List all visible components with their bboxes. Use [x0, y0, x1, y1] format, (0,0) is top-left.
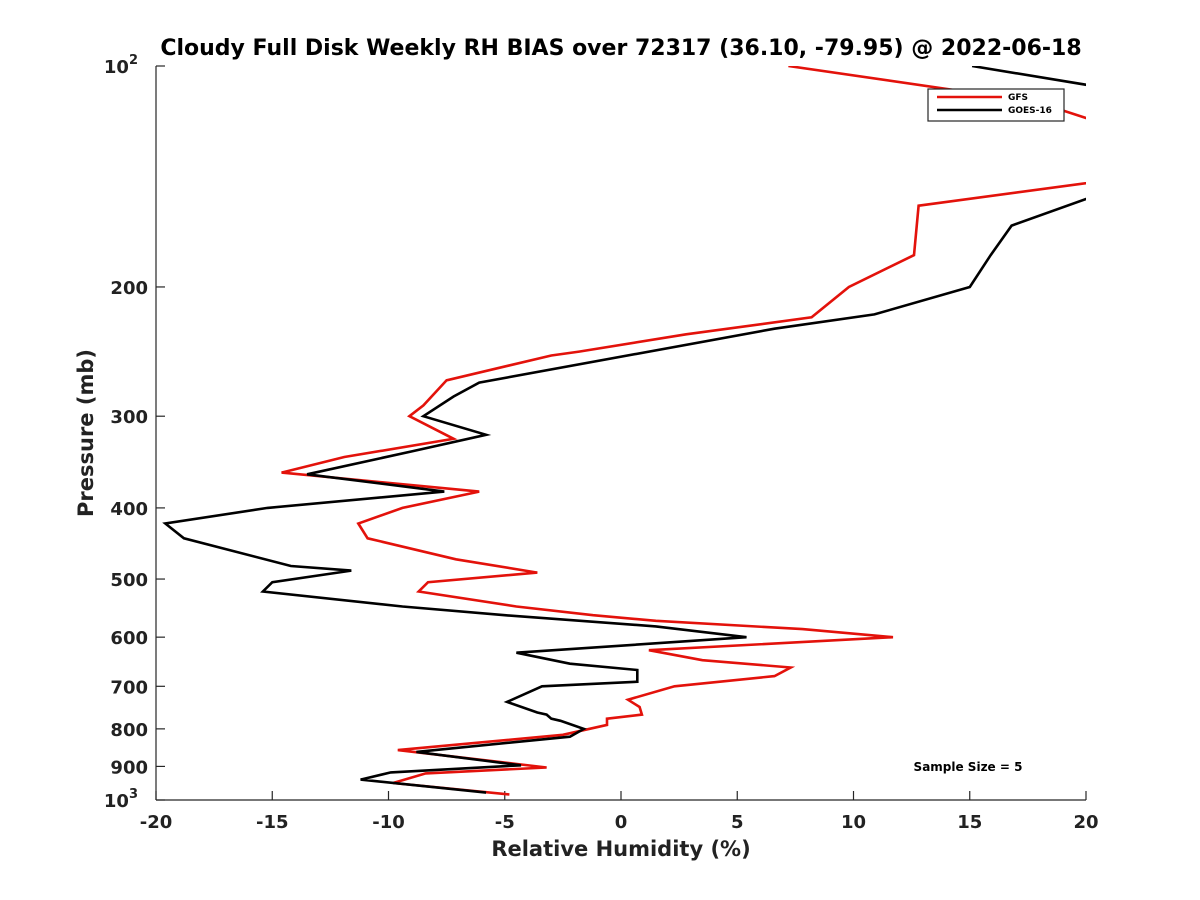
y-axis-ticks: 102 200 300 400 500 600 700 800 900 103 — [104, 53, 165, 812]
legend-box — [927, 88, 1065, 122]
y-tick-label: 103 — [104, 787, 138, 812]
x-tick-label: 20 — [1073, 812, 1098, 833]
x-tick-label: -10 — [372, 812, 405, 833]
x-tick-label: -15 — [256, 812, 289, 833]
x-tick-label: -20 — [140, 812, 173, 833]
x-tick-label: 10 — [841, 812, 866, 833]
chart-title: Cloudy Full Disk Weekly RH BIAS over 723… — [160, 36, 1081, 61]
y-tick-label: 200 — [110, 278, 148, 299]
sample-size-note: Sample Size = 5 — [914, 760, 1023, 774]
x-tick-label: 5 — [731, 812, 744, 833]
series-line-goes16 — [162, 66, 1086, 794]
x-tick-label: 0 — [615, 812, 628, 833]
y-tick-label: 900 — [110, 757, 148, 778]
y-tick-label: 400 — [110, 499, 148, 520]
legend-label-goes16: GOES-16 — [1008, 106, 1052, 116]
y-tick-label: 800 — [110, 720, 148, 741]
x-tick-label: 15 — [957, 812, 982, 833]
y-tick-label: 300 — [110, 407, 148, 428]
y-tick-label: 600 — [110, 628, 148, 649]
x-axis-label: Relative Humidity (%) — [491, 837, 750, 861]
legend: GFS GOES-16 — [927, 88, 1065, 122]
y-tick-label: 700 — [110, 677, 148, 698]
series-lines — [162, 66, 1086, 796]
y-tick-label: 500 — [110, 570, 148, 591]
y-axis-label: Pressure (mb) — [74, 349, 98, 517]
y-tick-label: 102 — [104, 53, 138, 78]
x-axis-ticks: -20 -15 -10 -5 0 5 10 15 20 — [140, 791, 1099, 833]
series-line-gfs — [281, 66, 1086, 796]
legend-label-gfs: GFS — [1008, 93, 1028, 103]
x-tick-label: -5 — [495, 812, 515, 833]
